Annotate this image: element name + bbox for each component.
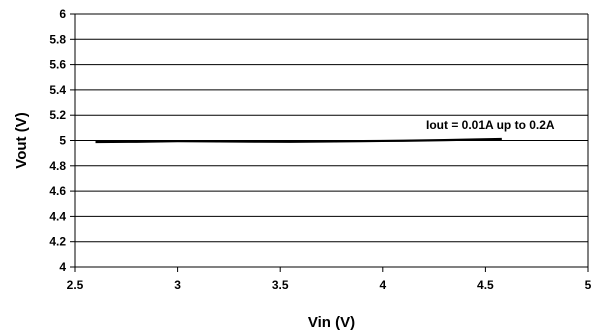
y-axis-label: Vout (V) xyxy=(13,112,30,168)
x-tick-label: 4 xyxy=(379,278,386,292)
x-tick-label: 2.5 xyxy=(67,278,84,292)
y-tick-label: 4.4 xyxy=(49,209,66,223)
y-tick-label: 5.4 xyxy=(49,83,66,97)
x-tick-label: 3.5 xyxy=(272,278,289,292)
y-tick-label: 4.2 xyxy=(49,235,66,249)
x-tick-label: 3 xyxy=(174,278,181,292)
axes xyxy=(70,13,589,272)
series-layer xyxy=(95,137,502,144)
series-line xyxy=(95,137,502,144)
y-tick-label: 5.2 xyxy=(49,108,66,122)
y-tick-label: 4 xyxy=(59,260,66,274)
y-tick-label: 4.8 xyxy=(49,159,66,173)
x-axis-label: Vin (V) xyxy=(308,314,355,331)
y-tick-label: 5 xyxy=(59,134,66,148)
y-tick-label: 6 xyxy=(59,7,66,21)
annotation-label: Iout = 0.01A up to 0.2A xyxy=(426,118,555,132)
x-tick-labels: 2.5 3 3.5 4 4.5 5 xyxy=(67,278,592,292)
y-tick-label: 4.6 xyxy=(49,184,66,198)
x-tick-label: 4.5 xyxy=(477,278,494,292)
y-tick-label: 5.6 xyxy=(49,58,66,72)
y-tick-labels: 4 4.2 4.4 4.6 4.8 5 5.2 5.4 5.6 5.8 6 xyxy=(49,7,66,274)
y-tick-label: 5.8 xyxy=(49,32,66,46)
x-tick-label: 5 xyxy=(585,278,592,292)
